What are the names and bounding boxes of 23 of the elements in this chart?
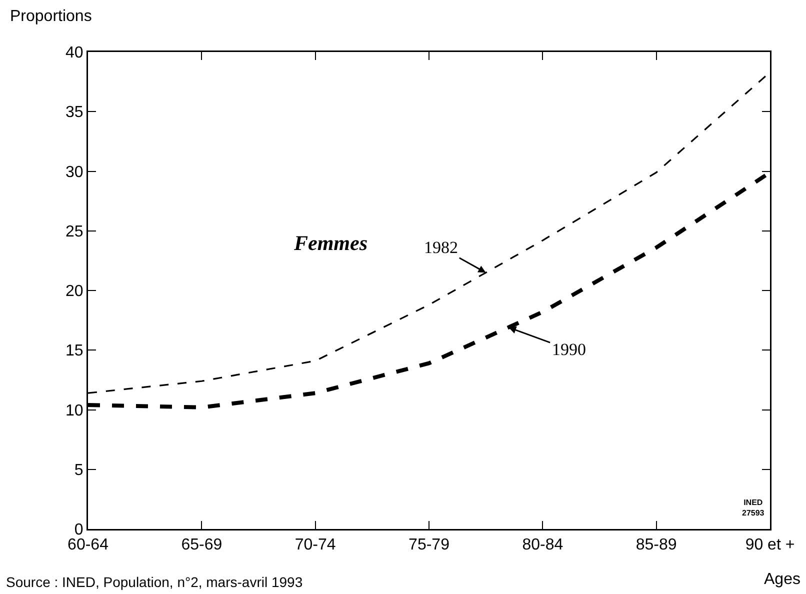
y-tick-label: 20 xyxy=(66,283,84,300)
y-tick-label: 15 xyxy=(66,342,84,360)
x-tick-label: 70-74 xyxy=(294,536,336,554)
y-tick-label: 35 xyxy=(66,104,84,122)
source-note: Source : INED, Population, n°2, mars-avril 1993 xyxy=(6,574,303,590)
x-axis-title: Ages xyxy=(764,571,800,588)
y-tick-label: 25 xyxy=(66,223,84,240)
y-tick-label: 5 xyxy=(74,462,84,479)
y-axis-title: Proportions xyxy=(10,8,92,25)
x-tick-label: 80-84 xyxy=(522,536,564,554)
x-tick-label: 85-89 xyxy=(636,536,677,554)
x-tick-label: 60-64 xyxy=(68,536,109,554)
annotation: INED 27593 xyxy=(742,498,765,518)
series-label: 1982 xyxy=(424,238,458,257)
series-label: 1990 xyxy=(552,340,586,359)
y-tick-label: 40 xyxy=(66,44,84,62)
x-tick-label: 75-79 xyxy=(408,536,450,554)
annotation: Femmes xyxy=(293,231,368,255)
y-tick-label: 30 xyxy=(66,164,84,181)
x-tick-label: 90 et + xyxy=(745,536,795,554)
y-tick-label: 10 xyxy=(66,402,84,420)
y-tick-label: 0 xyxy=(74,522,84,539)
x-tick-label: 65-69 xyxy=(181,536,222,554)
